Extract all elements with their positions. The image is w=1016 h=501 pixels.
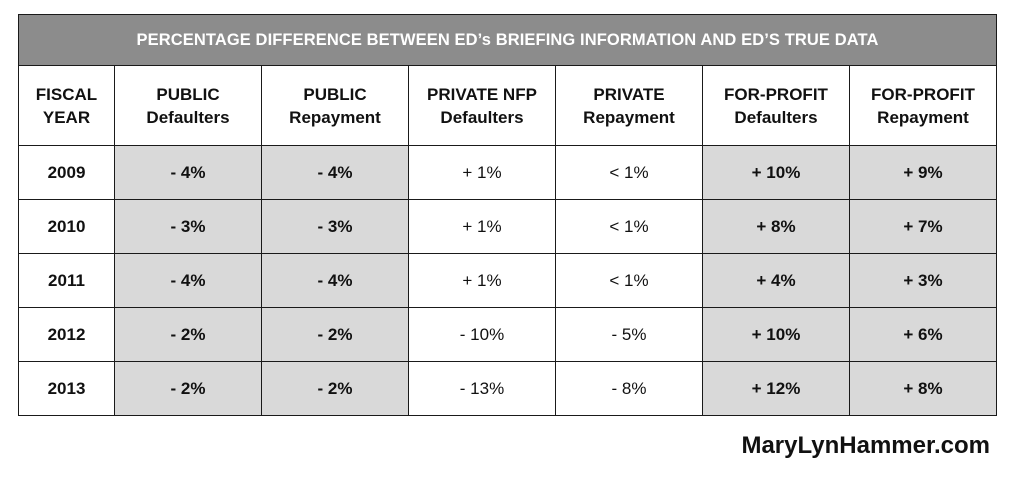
value-cell-for-profit-repayment: + 8% xyxy=(849,361,997,416)
year-cell: 2009 xyxy=(18,145,115,200)
data-table: PERCENTAGE DIFFERENCE BETWEEN ED’s BRIEF… xyxy=(18,14,997,416)
value-cell-public-defaulters: - 2% xyxy=(114,361,262,416)
column-header-private-nfp-defaulters: PRIVATE NFP Defaulters xyxy=(408,65,556,146)
value-cell-private-nfp-defaulters: + 1% xyxy=(408,253,556,308)
column-header-public-repayment: PUBLIC Repayment xyxy=(261,65,409,146)
value-cell-for-profit-defaulters: + 4% xyxy=(702,253,850,308)
column-header-line2: Repayment xyxy=(877,107,969,127)
value-cell-for-profit-repayment: + 7% xyxy=(849,199,997,254)
table-row: 2013- 2% - 2% - 13% - 8% + 12% + 8% xyxy=(18,361,997,416)
value-cell-private-nfp-defaulters: - 13% xyxy=(408,361,556,416)
column-header-line1: PRIVATE xyxy=(593,84,665,104)
value-cell-public-repayment: - 2% xyxy=(261,361,409,416)
column-header-line1: FOR-PROFIT xyxy=(871,84,975,104)
value-cell-public-repayment: - 3% xyxy=(261,199,409,254)
year-cell: 2013 xyxy=(18,361,115,416)
year-cell: 2010 xyxy=(18,199,115,254)
value-cell-for-profit-repayment: + 3% xyxy=(849,253,997,308)
value-cell-public-defaulters: - 4% xyxy=(114,145,262,200)
column-header-line1: FISCAL xyxy=(35,84,98,104)
value-cell-public-defaulters: - 4% xyxy=(114,253,262,308)
table-title: PERCENTAGE DIFFERENCE BETWEEN ED’s BRIEF… xyxy=(18,14,997,66)
value-cell-private-nfp-defaulters: + 1% xyxy=(408,145,556,200)
value-cell-for-profit-defaulters: + 10% xyxy=(702,307,850,362)
value-cell-private-repayment: - 5% xyxy=(555,307,703,362)
value-cell-public-repayment: - 2% xyxy=(261,307,409,362)
value-cell-for-profit-defaulters: + 12% xyxy=(702,361,850,416)
column-header-private-repayment: PRIVATE Repayment xyxy=(555,65,703,146)
column-header-public-defaulters: PUBLIC Defaulters xyxy=(114,65,262,146)
value-cell-for-profit-defaulters: + 10% xyxy=(702,145,850,200)
column-header-for-profit-repayment: FOR-PROFIT Repayment xyxy=(849,65,997,146)
column-header-line2: Defaulters xyxy=(734,107,818,127)
column-header-line2: Defaulters xyxy=(146,107,230,127)
value-cell-private-repayment: - 8% xyxy=(555,361,703,416)
value-cell-for-profit-defaulters: + 8% xyxy=(702,199,850,254)
value-cell-for-profit-repayment: + 9% xyxy=(849,145,997,200)
value-cell-private-nfp-defaulters: + 1% xyxy=(408,199,556,254)
column-header-line1: FOR-PROFIT xyxy=(724,84,828,104)
column-header-line1: PUBLIC xyxy=(303,84,367,104)
value-cell-public-defaulters: - 2% xyxy=(114,307,262,362)
column-header-line2: YEAR xyxy=(42,107,91,127)
table-row: 2010- 3% - 3% + 1% < 1% + 8% + 7% xyxy=(18,199,997,254)
table-row: 2012- 2% - 2% - 10% - 5% + 10% + 6% xyxy=(18,307,997,362)
header-row: FISCAL YEAR PUBLIC Defaulters PUBLIC Repaymen… xyxy=(18,65,997,146)
value-cell-public-repayment: - 4% xyxy=(261,253,409,308)
column-header-for-profit-defaulters: FOR-PROFIT Defaulters xyxy=(702,65,850,146)
value-cell-public-defaulters: - 3% xyxy=(114,199,262,254)
site-credit: MaryLynHammer.com xyxy=(741,432,990,459)
column-header-line2: Repayment xyxy=(583,107,675,127)
table-row: 2011- 4% - 4% + 1% < 1% + 4% + 3% xyxy=(18,253,997,308)
value-cell-private-repayment: < 1% xyxy=(555,145,703,200)
value-cell-private-repayment: < 1% xyxy=(555,253,703,308)
column-header-line1: PUBLIC xyxy=(156,84,220,104)
year-cell: 2012 xyxy=(18,307,115,362)
column-header-line2: Repayment xyxy=(289,107,381,127)
column-header-line1: PRIVATE NFP xyxy=(427,84,537,104)
value-cell-for-profit-repayment: + 6% xyxy=(849,307,997,362)
table-row: 2009- 4% - 4% + 1% < 1% + 10% + 9% xyxy=(18,145,997,200)
value-cell-private-repayment: < 1% xyxy=(555,199,703,254)
value-cell-private-nfp-defaulters: - 10% xyxy=(408,307,556,362)
column-header-line2: Defaulters xyxy=(440,107,524,127)
year-cell: 2011 xyxy=(18,253,115,308)
value-cell-public-repayment: - 4% xyxy=(261,145,409,200)
column-header-fiscal-year: FISCAL YEAR xyxy=(18,65,115,146)
